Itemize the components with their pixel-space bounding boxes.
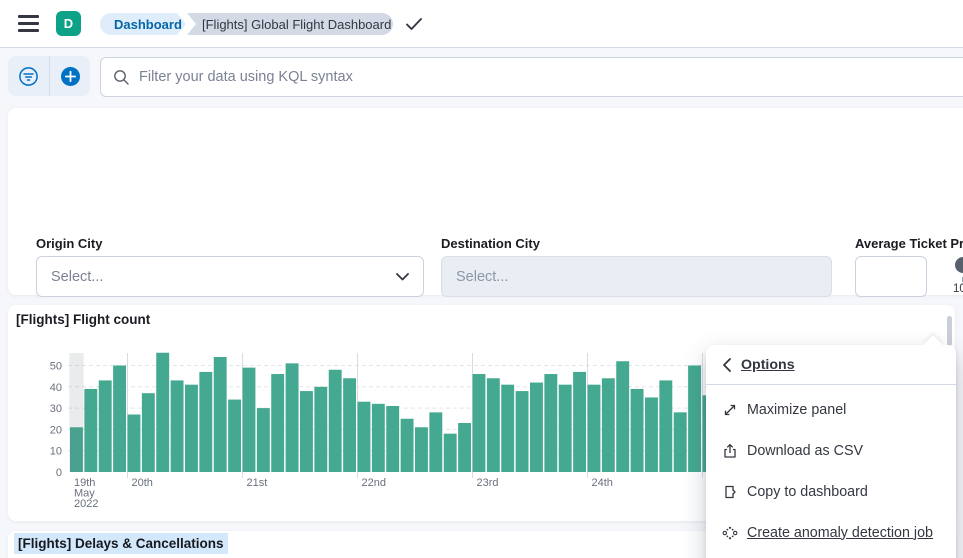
destination-city-label: Destination City [441, 236, 540, 251]
checkmark-icon[interactable] [405, 16, 423, 32]
destination-city-placeholder: Select... [456, 268, 509, 285]
plus-circle-icon [60, 66, 80, 86]
svg-text:22nd: 22nd [362, 477, 386, 489]
saved-query-filter-button[interactable] [8, 56, 49, 96]
svg-text:19th: 19th [74, 477, 95, 489]
add-filter-button[interactable] [49, 56, 90, 96]
origin-city-label: Origin City [36, 236, 103, 251]
menu-item-maximize-panel[interactable]: Maximize panel [706, 389, 956, 430]
svg-text:50: 50 [50, 361, 62, 373]
svg-text:2022: 2022 [74, 498, 98, 510]
menu-item-download-csv[interactable]: Download as CSV [706, 430, 956, 471]
context-menu-title: Options [741, 356, 795, 373]
svg-text:20: 20 [50, 424, 62, 436]
menu-item-copy-to-dashboard[interactable]: Copy to dashboard [706, 471, 956, 512]
range-slider-min-label: 100 [953, 283, 963, 295]
dashboard-logo-badge[interactable]: D [56, 11, 81, 36]
svg-text:0: 0 [56, 467, 62, 479]
flight-count-panel-title: [Flights] Flight count [16, 312, 151, 327]
breadcrumb-dashboard[interactable]: Dashboard [100, 13, 186, 35]
search-icon [114, 69, 129, 85]
chevron-down-icon [396, 272, 409, 280]
download-icon [724, 443, 736, 458]
dashboard-controls-panel: Origin City Select... Destination City S… [8, 108, 963, 346]
kql-search-bar[interactable] [100, 57, 963, 97]
svg-text:20th: 20th [132, 477, 153, 489]
breadcrumb-current-dashboard[interactable]: [Flights] Global Flight Dashboard [187, 13, 393, 35]
delays-panel-title-text: [Flights] Delays & Cancellations [14, 533, 228, 554]
context-menu-back-header[interactable]: Options [706, 345, 956, 385]
filter-circle-icon [19, 66, 38, 86]
avg-ticket-price-label: Average Ticket Price [855, 236, 963, 251]
svg-text:23rd: 23rd [477, 477, 499, 489]
range-slider-handle[interactable] [955, 257, 963, 273]
delays-panel-title: [Flights] Delays & Cancellations [14, 533, 228, 554]
top-nav: D Dashboard [Flights] Global Flight Dash… [0, 0, 963, 48]
avg-ticket-price-input[interactable] [855, 256, 927, 297]
filter-button-group [8, 56, 90, 96]
destination-city-select[interactable]: Select... [441, 256, 832, 297]
panel-options-context-menu: Options Maximize panel Download as CSV [706, 335, 956, 558]
origin-city-select[interactable]: Select... [36, 256, 424, 297]
svg-text:30: 30 [50, 403, 62, 415]
scrollbar-thumb[interactable] [947, 316, 952, 346]
ml-icon [722, 526, 738, 539]
chevron-left-icon [723, 357, 731, 372]
svg-text:40: 40 [50, 382, 62, 394]
copy-icon [725, 485, 736, 498]
svg-text:May: May [74, 488, 95, 500]
svg-text:24th: 24th [592, 477, 613, 489]
origin-city-placeholder: Select... [51, 268, 104, 285]
menu-item-create-anomaly-detection-job[interactable]: Create anomaly detection job [706, 512, 956, 553]
svg-text:21st: 21st [247, 477, 268, 489]
svg-text:10: 10 [50, 446, 62, 458]
maximize-icon [724, 404, 736, 415]
kql-search-input[interactable] [139, 69, 963, 85]
menu-icon[interactable] [18, 15, 39, 32]
